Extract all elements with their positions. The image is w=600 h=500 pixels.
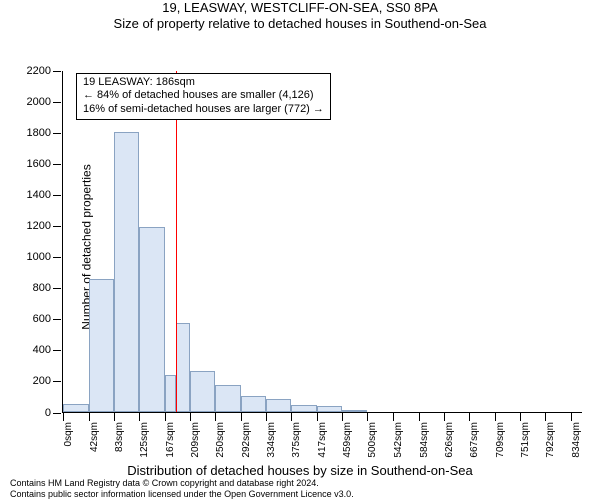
histogram-bar <box>63 404 89 412</box>
histogram-bar <box>317 406 343 411</box>
footer-line: Contains HM Land Registry data © Crown c… <box>10 478 600 489</box>
annotation-line: 16% of semi-detached houses are larger (… <box>83 103 324 117</box>
annotation-box: 19 LEASWAY: 186sqm ← 84% of detached hou… <box>76 73 331 120</box>
x-tick-label: 792sqm <box>545 422 556 458</box>
page-subtitle: Size of property relative to detached ho… <box>0 16 600 32</box>
y-tick-label: 600 <box>33 313 51 325</box>
x-tick <box>241 413 242 421</box>
x-tick-label: 626sqm <box>444 422 455 458</box>
histogram-bar <box>266 399 291 411</box>
x-tick-label: 250sqm <box>215 422 226 458</box>
footer-line: Contains public sector information licen… <box>10 489 600 500</box>
x-tick <box>317 413 318 421</box>
histogram-bar <box>139 227 165 412</box>
y-tick <box>53 133 61 134</box>
histogram-bar <box>291 405 317 412</box>
x-tick <box>419 413 420 421</box>
y-tick-label: 1000 <box>27 251 51 263</box>
y-tick-label: 1800 <box>27 127 51 139</box>
histogram-bar <box>89 279 114 411</box>
y-tick <box>53 350 61 351</box>
histogram-bar <box>342 410 367 412</box>
reference-line <box>176 71 177 412</box>
x-tick <box>495 413 496 421</box>
x-tick-label: 834sqm <box>571 422 582 458</box>
y-tick-label: 1200 <box>27 220 51 232</box>
x-tick <box>291 413 292 421</box>
histogram-bar <box>114 132 140 412</box>
x-tick-label: 83sqm <box>114 422 125 452</box>
x-tick-label: 0sqm <box>63 422 74 446</box>
x-tick-label: 292sqm <box>241 422 252 458</box>
annotation-line: ← 84% of detached houses are smaller (4,… <box>83 89 324 103</box>
y-tick <box>53 195 61 196</box>
x-tick-label: 584sqm <box>419 422 430 458</box>
y-tick-label: 2200 <box>27 65 51 77</box>
y-tick <box>53 288 61 289</box>
x-tick-label: 167sqm <box>165 422 176 458</box>
y-tick <box>53 319 61 320</box>
x-axis-label: Distribution of detached houses by size … <box>0 463 600 478</box>
histogram-bar <box>241 396 267 412</box>
x-tick-label: 334sqm <box>266 422 277 458</box>
y-tick-label: 800 <box>33 282 51 294</box>
y-tick <box>53 164 61 165</box>
annotation-line: 19 LEASWAY: 186sqm <box>83 76 324 90</box>
histogram-bar <box>165 375 177 412</box>
x-tick-label: 417sqm <box>317 422 328 458</box>
x-tick <box>266 413 267 421</box>
page-title: 19, LEASWAY, WESTCLIFF-ON-SEA, SS0 8PA <box>0 0 600 16</box>
x-tick-label: 667sqm <box>469 422 480 458</box>
y-tick-label: 400 <box>33 344 51 356</box>
x-tick <box>190 413 191 421</box>
histogram-bar <box>215 385 241 411</box>
x-tick-label: 542sqm <box>393 422 404 458</box>
x-tick-label: 459sqm <box>342 422 353 458</box>
x-tick <box>215 413 216 421</box>
y-tick <box>53 71 61 72</box>
x-tick-label: 375sqm <box>291 422 302 458</box>
y-tick <box>53 226 61 227</box>
x-tick <box>114 413 115 421</box>
x-tick-label: 709sqm <box>495 422 506 458</box>
plot-area: 0200400600800100012001400160018002000220… <box>62 71 582 413</box>
y-tick-label: 0 <box>45 407 51 419</box>
x-tick <box>139 413 140 421</box>
y-tick-label: 1600 <box>27 158 51 170</box>
x-tick <box>393 413 394 421</box>
x-tick-label: 209sqm <box>190 422 201 458</box>
x-tick-label: 500sqm <box>367 422 378 458</box>
x-tick-label: 751sqm <box>520 422 531 458</box>
x-tick <box>367 413 368 421</box>
x-tick <box>63 413 64 421</box>
chart-container: Number of detached properties 0200400600… <box>0 33 600 461</box>
x-tick <box>469 413 470 421</box>
x-tick <box>444 413 445 421</box>
x-tick <box>342 413 343 421</box>
y-tick <box>53 257 61 258</box>
x-tick <box>520 413 521 421</box>
footer: Contains HM Land Registry data © Crown c… <box>0 478 600 500</box>
histogram-bar <box>190 371 215 411</box>
x-tick-label: 125sqm <box>139 422 150 458</box>
y-tick-label: 2000 <box>27 96 51 108</box>
x-tick <box>545 413 546 421</box>
x-tick-label: 42sqm <box>89 422 100 452</box>
y-tick <box>53 102 61 103</box>
histogram-bar <box>176 323 190 412</box>
x-tick <box>89 413 90 421</box>
y-tick-label: 200 <box>33 375 51 387</box>
x-tick <box>165 413 166 421</box>
x-tick <box>571 413 572 421</box>
y-tick <box>53 381 61 382</box>
y-tick <box>53 413 61 414</box>
y-tick-label: 1400 <box>27 189 51 201</box>
